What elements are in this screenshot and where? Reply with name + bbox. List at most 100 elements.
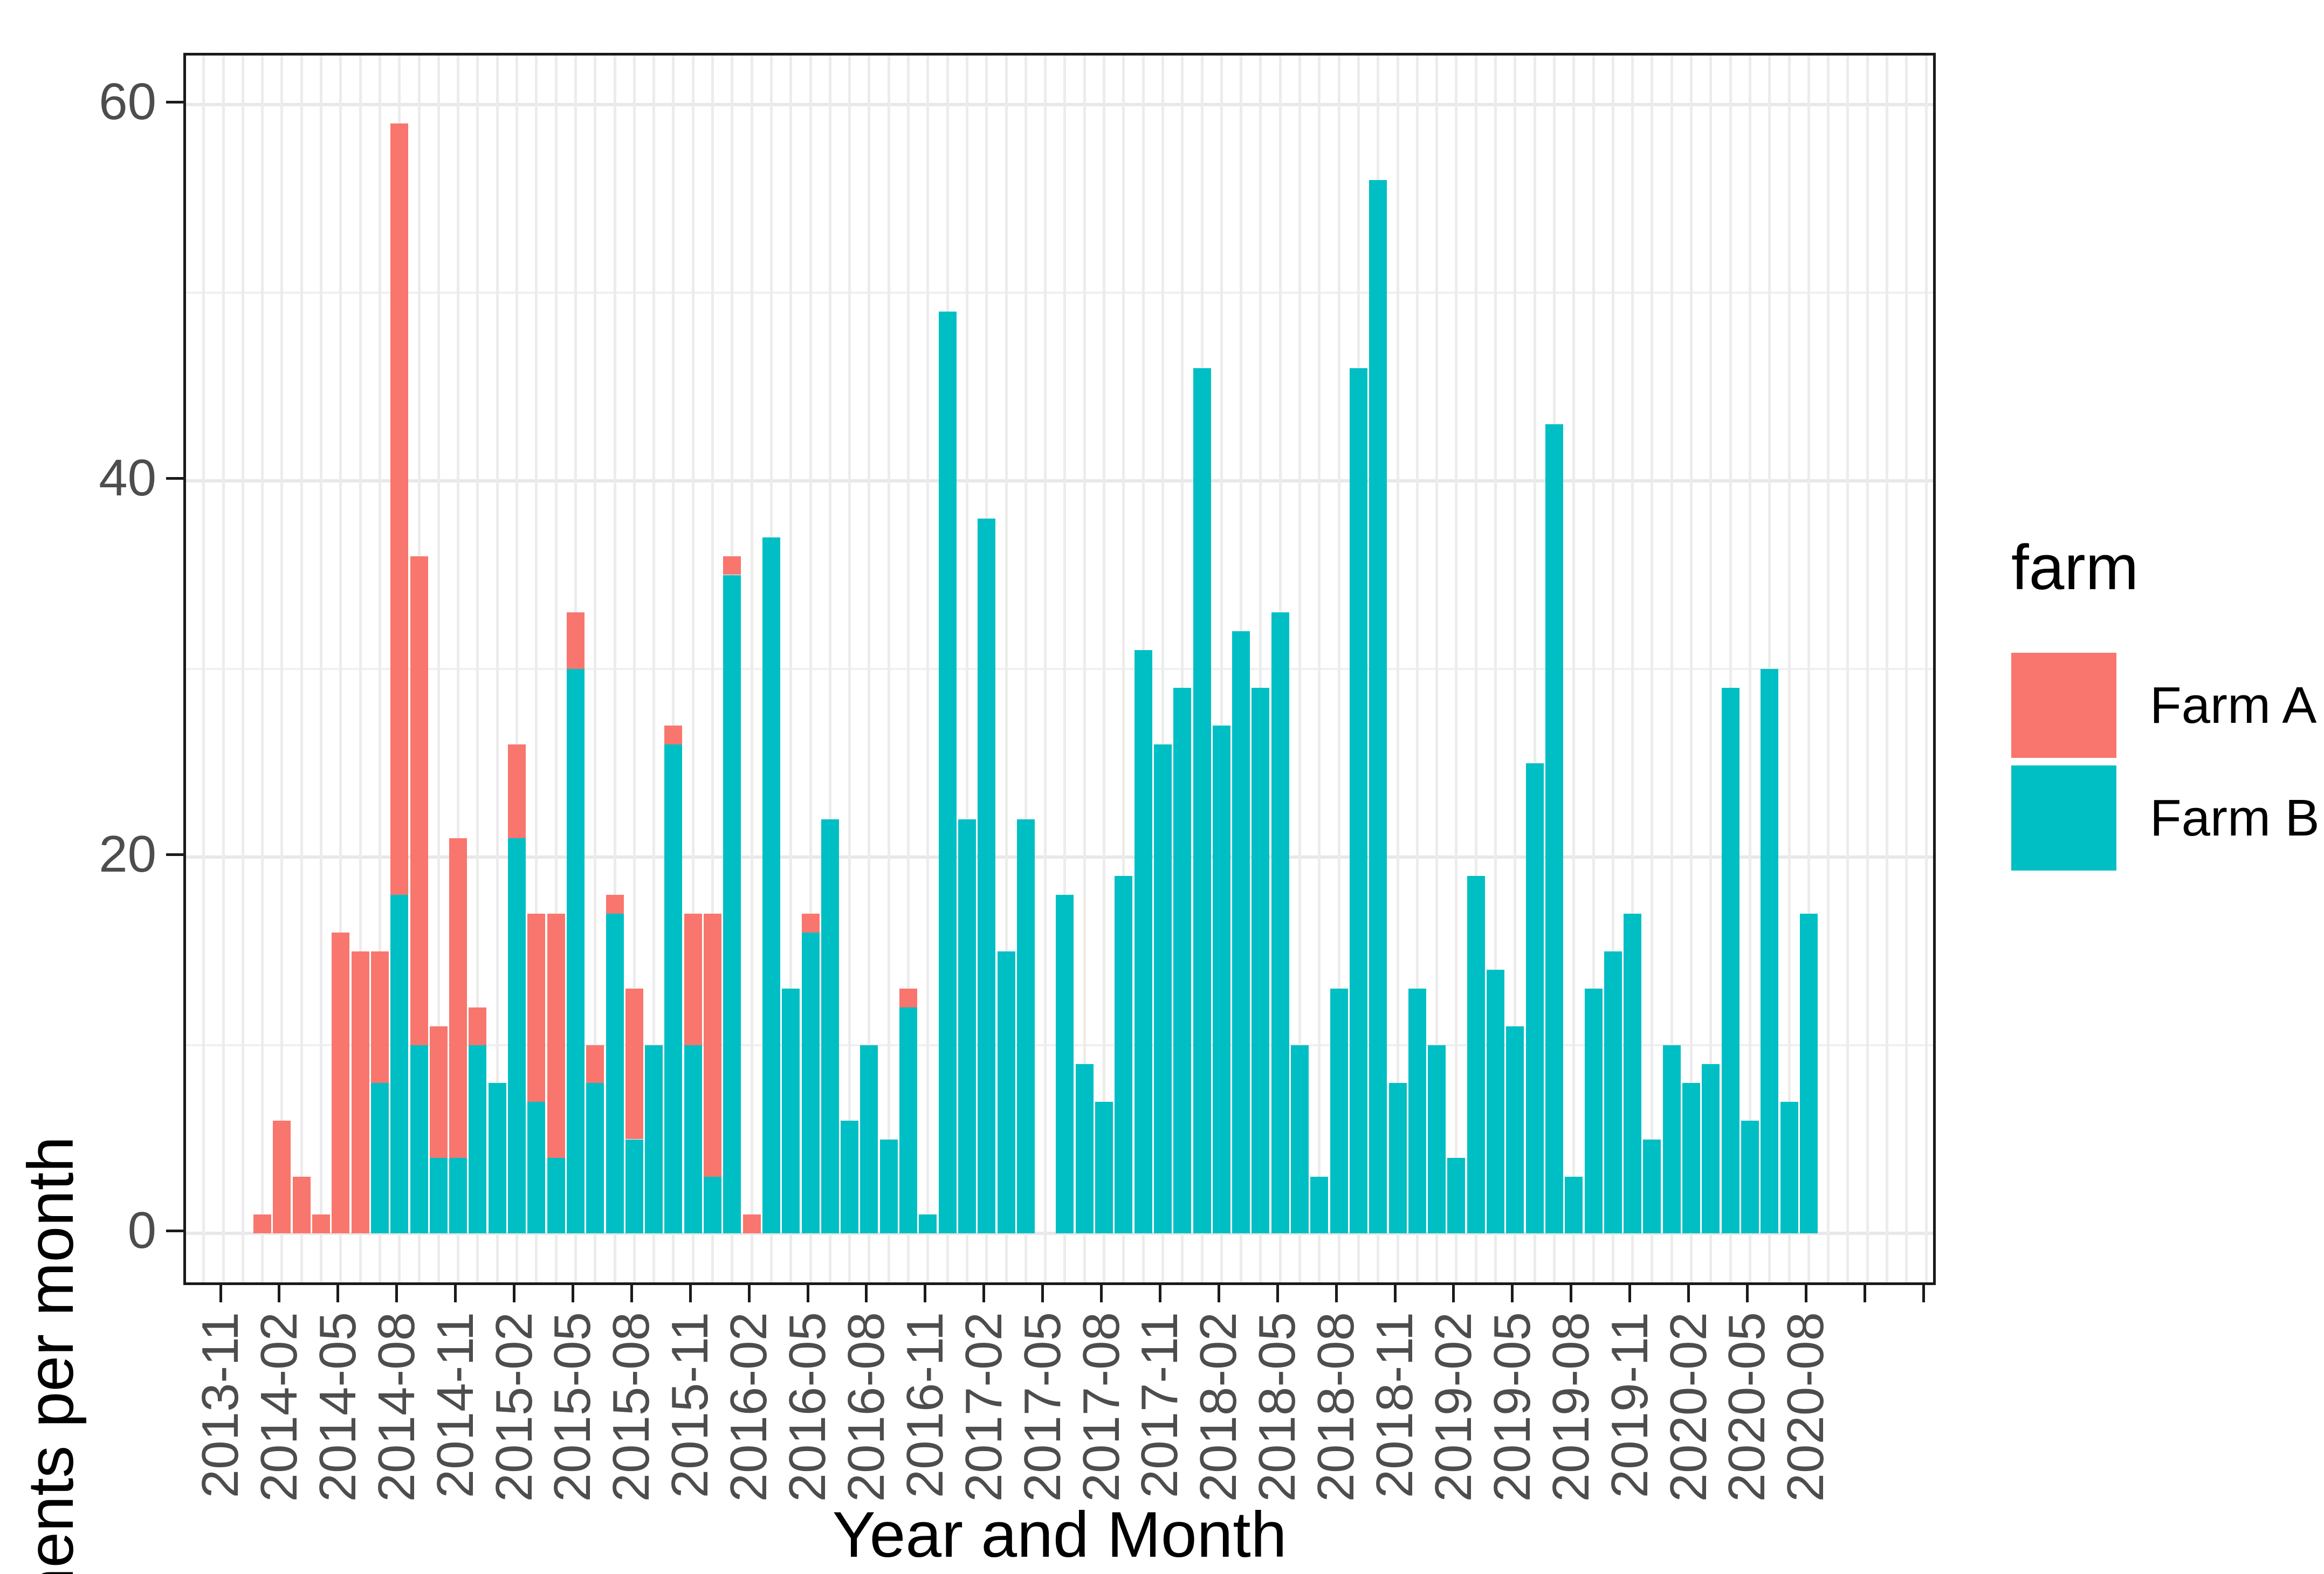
gridline-vertical (1063, 56, 1067, 1282)
bar-segment-farm-b (664, 744, 683, 1233)
gridline-vertical (613, 56, 616, 1282)
bar-segment-farm-a (527, 913, 546, 1102)
bar-segment-farm-b (762, 537, 780, 1233)
gridline-vertical (1474, 56, 1477, 1282)
bar-segment-farm-b (508, 838, 526, 1233)
gridline-vertical (202, 56, 205, 1282)
bar-segment-farm-a (723, 556, 741, 575)
bar-segment-farm-b (782, 989, 800, 1233)
bar-segment-farm-a (370, 951, 389, 1083)
bar-segment-farm-b (1506, 1026, 1524, 1233)
gridline-vertical (1220, 56, 1223, 1282)
x-tick-mark (1158, 1285, 1161, 1302)
gridline-vertical (476, 56, 479, 1282)
gridline-horizontal-minor (186, 668, 1933, 670)
bar-segment-farm-a (899, 989, 917, 1008)
gridline-vertical (1905, 56, 1908, 1282)
bar-segment-farm-b (469, 1045, 487, 1233)
bar-segment-farm-b (449, 1158, 467, 1233)
gridline-vertical (1259, 56, 1262, 1282)
bar-segment-farm-b (1741, 1120, 1759, 1233)
gridline-horizontal-major (186, 479, 1933, 482)
x-tick-mark (689, 1285, 692, 1302)
bar-segment-farm-b (1702, 1064, 1720, 1233)
x-axis-title: Year and Month (832, 1499, 1287, 1571)
bar-segment-farm-b (1487, 970, 1504, 1233)
bar-segment-farm-b (390, 894, 409, 1233)
bar-segment-farm-a (273, 1120, 291, 1233)
bar-segment-farm-a (253, 1214, 272, 1233)
gridline-vertical (594, 56, 597, 1282)
x-tick-label: 2018-08 (1307, 1312, 1365, 1502)
x-tick-label: 2016-05 (779, 1312, 836, 1502)
legend-key-farm-b: Farm B (2011, 765, 2320, 871)
gridline-vertical (1611, 56, 1614, 1282)
x-tick-label: 2020-05 (1718, 1312, 1776, 1502)
x-tick-mark (1335, 1285, 1338, 1302)
bar-segment-farm-b (821, 819, 839, 1233)
y-tick-mark (166, 1229, 183, 1232)
bar-segment-farm-b (625, 1139, 643, 1233)
gridline-vertical (672, 56, 675, 1282)
bar-segment-farm-b (547, 1158, 565, 1233)
x-tick-mark (219, 1285, 222, 1302)
bar-segment-farm-b (978, 518, 996, 1233)
gridline-vertical (1631, 56, 1634, 1282)
gridline-vertical (907, 56, 910, 1282)
x-tick-mark (278, 1285, 281, 1302)
x-tick-label: 2019-08 (1542, 1312, 1600, 1502)
gridline-horizontal-major (186, 1232, 1933, 1235)
y-tick-mark (166, 100, 183, 103)
x-tick-label: 2017-02 (954, 1312, 1013, 1502)
gridline-vertical (359, 56, 362, 1282)
gridline-vertical (515, 56, 518, 1282)
bar-segment-farm-a (586, 1045, 604, 1083)
bar-segment-farm-b (527, 1101, 546, 1233)
gridline-vertical (926, 56, 930, 1282)
gridline-vertical (887, 56, 890, 1282)
bar-segment-farm-b (488, 1082, 506, 1233)
gridline-vertical (1827, 56, 1830, 1282)
gridline-horizontal-minor (186, 292, 1933, 294)
bar-segment-farm-b (1780, 1101, 1798, 1233)
y-tick-mark (166, 853, 183, 856)
bar-segment-farm-b (860, 1045, 878, 1233)
x-tick-mark (924, 1285, 927, 1302)
y-tick-label: 60 (99, 73, 156, 130)
bar-segment-farm-b (1153, 744, 1172, 1233)
gridline-vertical (711, 56, 714, 1282)
bar-segment-farm-b (1408, 989, 1426, 1233)
gridline-vertical (496, 56, 499, 1282)
x-tick-mark (1393, 1285, 1397, 1302)
y-tick-label: 20 (99, 825, 156, 883)
gridline-vertical (1396, 56, 1399, 1282)
gridline-vertical (1729, 56, 1732, 1282)
bar-segment-farm-b (1624, 913, 1642, 1233)
bar-segment-farm-a (547, 913, 565, 1158)
x-tick-mark (1452, 1285, 1455, 1302)
y-tick-mark (166, 477, 183, 480)
x-tick-label: 2016-02 (720, 1312, 778, 1502)
x-tick-mark (395, 1285, 398, 1302)
x-tick-label: 2017-08 (1072, 1312, 1130, 1502)
bar-segment-farm-a (312, 1214, 330, 1233)
bar-segment-farm-b (1467, 875, 1485, 1233)
x-tick-mark (1570, 1285, 1573, 1302)
x-tick-mark (1100, 1285, 1103, 1302)
x-tick-label: 2015-05 (544, 1312, 602, 1502)
gridline-vertical (1866, 56, 1869, 1282)
gridline-vertical (457, 56, 460, 1282)
x-tick-mark (513, 1285, 515, 1302)
bar-segment-farm-b (1525, 763, 1544, 1233)
gridline-vertical (320, 56, 322, 1282)
bar-segment-farm-b (1291, 1045, 1309, 1233)
gridline-vertical (261, 56, 264, 1282)
gridline-vertical (1592, 56, 1595, 1282)
bar-segment-farm-b (1799, 913, 1818, 1233)
x-tick-label: 2018-05 (1248, 1312, 1307, 1502)
bar-segment-farm-b (645, 1045, 663, 1233)
legend-key-farm-a: Farm A (2011, 653, 2320, 758)
gridline-vertical (1924, 56, 1928, 1282)
x-tick-mark (982, 1285, 986, 1302)
